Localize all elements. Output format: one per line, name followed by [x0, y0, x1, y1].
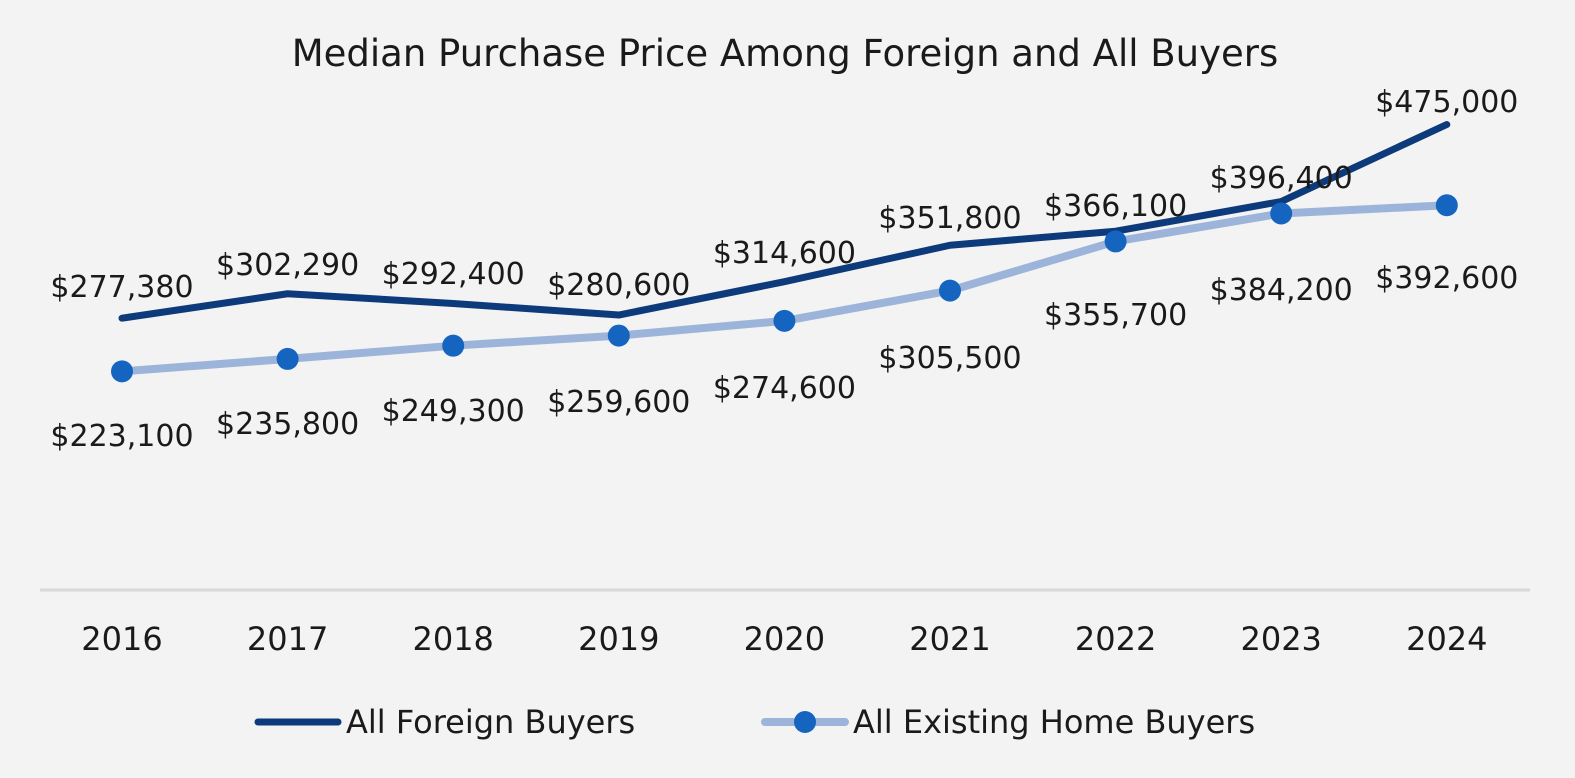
foreign-buyers-line [118, 121, 1451, 322]
x-tick-label: 2024 [1406, 620, 1487, 658]
foreign-buyers-data-label: $366,100 [1044, 189, 1187, 224]
x-axis-ticks: 2016 2017 2018 2019 2020 2021 2022 2023 2024 [81, 620, 1487, 658]
foreign-buyers-data-label: $292,400 [382, 257, 525, 292]
existing-buyers-data-label: $235,800 [216, 407, 359, 442]
foreign-buyers-data-label: $314,600 [713, 236, 856, 271]
existing-buyers-point [939, 279, 961, 302]
existing-buyers-data-label: $249,300 [382, 394, 525, 429]
x-tick-label: 2020 [744, 620, 825, 658]
existing-buyers-data-label: $223,100 [50, 419, 193, 454]
existing-buyers-data-label: $355,700 [1044, 298, 1187, 333]
foreign-buyers-data-label: $396,400 [1210, 161, 1353, 196]
x-tick-label: 2023 [1240, 620, 1321, 658]
existing-buyers-point [1270, 202, 1293, 225]
data-labels: $277,380 $302,290 $292,400 $280,600 $314,600… [50, 85, 1518, 454]
chart-title: Median Purchase Price Among Foreign and … [292, 32, 1279, 75]
x-tick-label: 2017 [247, 620, 328, 658]
existing-buyers-point [773, 309, 796, 332]
existing-buyers-data-label: $392,600 [1375, 261, 1518, 296]
x-tick-label: 2018 [412, 620, 493, 658]
foreign-buyers-data-label: $475,000 [1375, 85, 1518, 120]
existing-buyers-data-label: $274,600 [713, 371, 856, 406]
x-tick-label: 2021 [909, 620, 990, 658]
legend-label-foreign: All Foreign Buyers [346, 703, 635, 741]
foreign-buyers-data-label: $351,800 [878, 201, 1021, 236]
x-tick-label: 2022 [1075, 620, 1156, 658]
existing-buyers-point [1435, 194, 1458, 217]
foreign-buyers-data-label: $277,380 [50, 270, 193, 305]
x-tick-label: 2019 [578, 620, 659, 658]
foreign-buyers-data-label: $280,600 [547, 268, 690, 303]
existing-buyers-point [607, 324, 630, 347]
series-markers [111, 194, 1458, 383]
legend-marker-existing [794, 711, 816, 733]
existing-buyers-point [111, 360, 133, 383]
legend-label-existing: All Existing Home Buyers [853, 703, 1255, 741]
legend: All Foreign Buyers All Existing Home Buye… [254, 703, 1255, 741]
existing-buyers-point [1104, 230, 1127, 253]
existing-buyers-point [276, 347, 299, 370]
x-tick-label: 2016 [81, 620, 162, 658]
existing-buyers-data-label: $384,200 [1210, 273, 1353, 308]
existing-buyers-data-label: $305,500 [878, 341, 1021, 376]
existing-buyers-data-label: $259,600 [547, 385, 690, 420]
foreign-buyers-data-label: $302,290 [216, 248, 359, 283]
existing-buyers-point [442, 334, 465, 357]
